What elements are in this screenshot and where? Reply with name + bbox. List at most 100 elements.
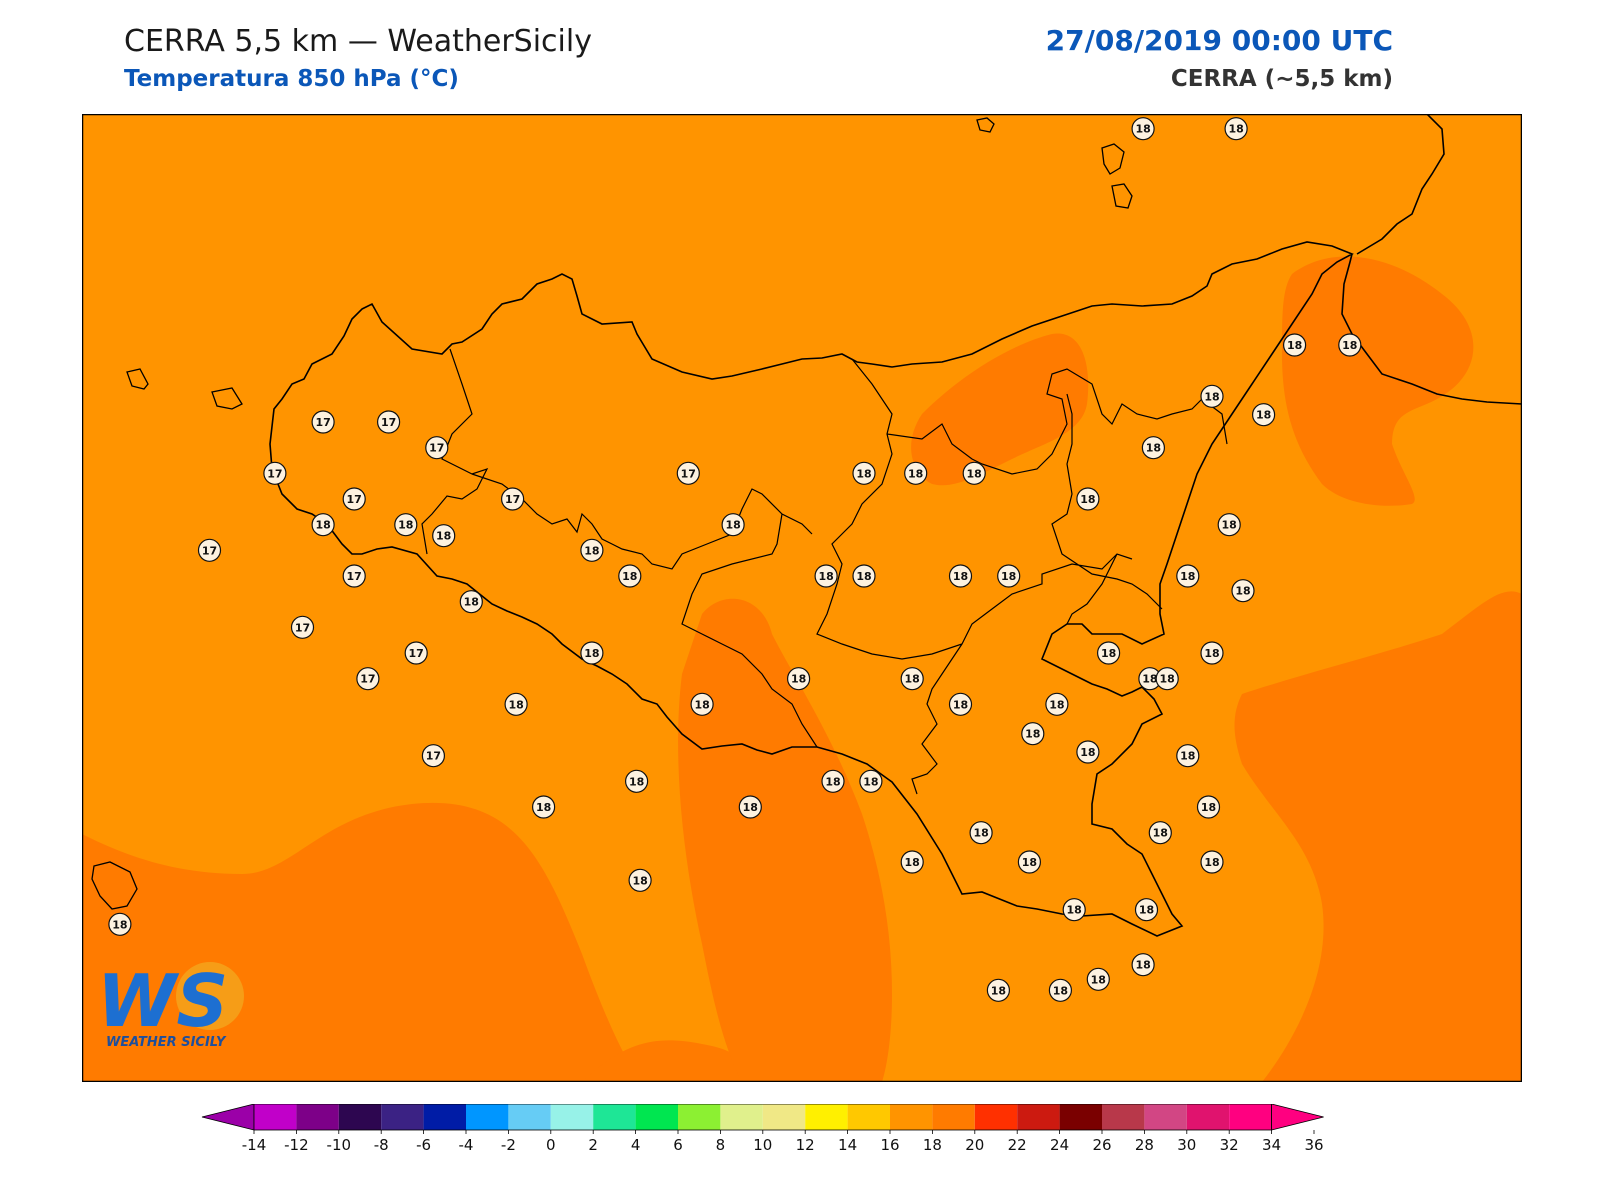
weathersicily-logo: WS WEATHER SICILY [97, 959, 244, 1050]
station-marker: 18 [1196, 795, 1221, 819]
station-marker: 17 [377, 410, 401, 434]
colorbar-tick-label: -2 [501, 1136, 516, 1154]
station-marker: 18 [1045, 692, 1069, 716]
station-value: 18 [818, 570, 833, 583]
station-marker: 18 [580, 641, 604, 665]
temperature-map[interactable]: 18 18 17 17 17 17 17 17 17 18 18 18 17 17 18 18 18 17 18 17… [82, 114, 1522, 1082]
station-value: 18 [1080, 493, 1095, 506]
station-value: 18 [1287, 339, 1302, 352]
sun-icon [176, 962, 244, 1030]
station-value: 18 [1160, 673, 1175, 686]
station-value: 18 [953, 570, 968, 583]
station-circle [1017, 850, 1042, 874]
station-marker: 18 [721, 513, 745, 537]
station-value: 18 [464, 596, 479, 609]
station-circle [1196, 795, 1221, 819]
logo-letters: WS [97, 959, 228, 1043]
station-value: 18 [725, 519, 740, 532]
station-circle [421, 744, 445, 768]
station-circle [1200, 850, 1224, 874]
station-circle [432, 524, 456, 548]
station-circle [377, 410, 401, 434]
station-value: 18 [622, 570, 637, 583]
station-value: 17 [505, 493, 520, 506]
station-marker: 18 [852, 461, 876, 485]
station-circle [1155, 667, 1179, 691]
station-marker: 18 [1217, 513, 1241, 537]
station-marker: 18 [1134, 898, 1159, 922]
station-marker: 18 [1086, 967, 1110, 991]
station-circle [821, 769, 845, 793]
colorbar-cell [762, 1104, 806, 1130]
station-value: 18 [1146, 442, 1161, 455]
station-circle [986, 978, 1011, 1002]
colorbar-cell [466, 1104, 509, 1130]
station-marker: 17 [404, 641, 428, 665]
station-marker: 18 [1338, 333, 1362, 357]
station-value: 18 [1135, 959, 1150, 972]
station-marker: 18 [618, 564, 642, 588]
colorbar-cell [1102, 1104, 1145, 1130]
station-value: 18 [1228, 123, 1243, 136]
station-marker: 18 [948, 692, 973, 716]
station-marker: 18 [1148, 821, 1172, 845]
colorbar-cell [720, 1104, 763, 1130]
station-marker: 18 [1021, 722, 1045, 746]
station-marker: 18 [580, 538, 604, 562]
station-circle [690, 692, 714, 716]
egadi-island-2 [211, 387, 243, 410]
station-marker: 18 [986, 978, 1011, 1002]
colorbar-tick-label: 22 [1008, 1136, 1027, 1154]
station-value: 18 [973, 827, 988, 840]
colorbar-tick-label: 34 [1262, 1136, 1281, 1154]
station-circle [1045, 692, 1069, 716]
station-value: 18 [1022, 856, 1037, 869]
station-circle [356, 667, 380, 691]
station-value: 17 [267, 467, 282, 480]
station-circle [1141, 436, 1166, 460]
colorbar-cell [635, 1104, 678, 1130]
station-marker: 18 [311, 513, 335, 537]
colorbar-tick-label: 18 [923, 1136, 942, 1154]
colorbar-tick-label: -6 [416, 1136, 431, 1154]
station-marker: 18 [904, 461, 928, 485]
colorbar-tick-label: -4 [459, 1136, 474, 1154]
station-circle [900, 850, 924, 874]
station-marker: 18 [948, 564, 973, 588]
station-marker: 18 [1251, 403, 1276, 427]
station-marker: 18 [1155, 667, 1179, 691]
station-value: 18 [629, 775, 644, 788]
station-marker: 18 [108, 912, 132, 936]
station-marker: 18 [997, 564, 1021, 588]
station-marker: 18 [852, 564, 876, 588]
station-circle [404, 641, 428, 665]
colorbar-tick-label: 14 [838, 1136, 857, 1154]
station-marker: 18 [690, 692, 714, 716]
station-value: 18 [1235, 585, 1250, 598]
colorbar-cell [974, 1104, 1018, 1130]
colorbar-cell [805, 1104, 848, 1130]
station-circle [1338, 333, 1362, 357]
station-marker: 18 [738, 795, 762, 819]
station-marker: 18 [962, 461, 986, 485]
station-value: 17 [409, 647, 424, 660]
aeolian-island-3 [1111, 183, 1133, 209]
colorbar-tick-label: -14 [242, 1136, 267, 1154]
station-marker: 18 [1200, 384, 1224, 408]
station-circle [1282, 333, 1307, 357]
station-marker: 17 [197, 538, 222, 562]
station-circle [852, 461, 876, 485]
colorbar-tick-label: 36 [1304, 1136, 1323, 1154]
station-value: 18 [1001, 570, 1016, 583]
station-marker: 18 [1141, 436, 1166, 460]
station-circle [962, 461, 986, 485]
station-value: 18 [856, 570, 871, 583]
station-circle [1021, 722, 1045, 746]
station-value: 18 [863, 775, 878, 788]
station-circle [1076, 740, 1100, 764]
station-marker: 17 [342, 487, 366, 511]
station-value: 18 [1025, 728, 1040, 741]
colorbar-tick-label: 12 [796, 1136, 815, 1154]
station-value: 18 [1153, 827, 1168, 840]
station-marker: 18 [432, 524, 456, 548]
